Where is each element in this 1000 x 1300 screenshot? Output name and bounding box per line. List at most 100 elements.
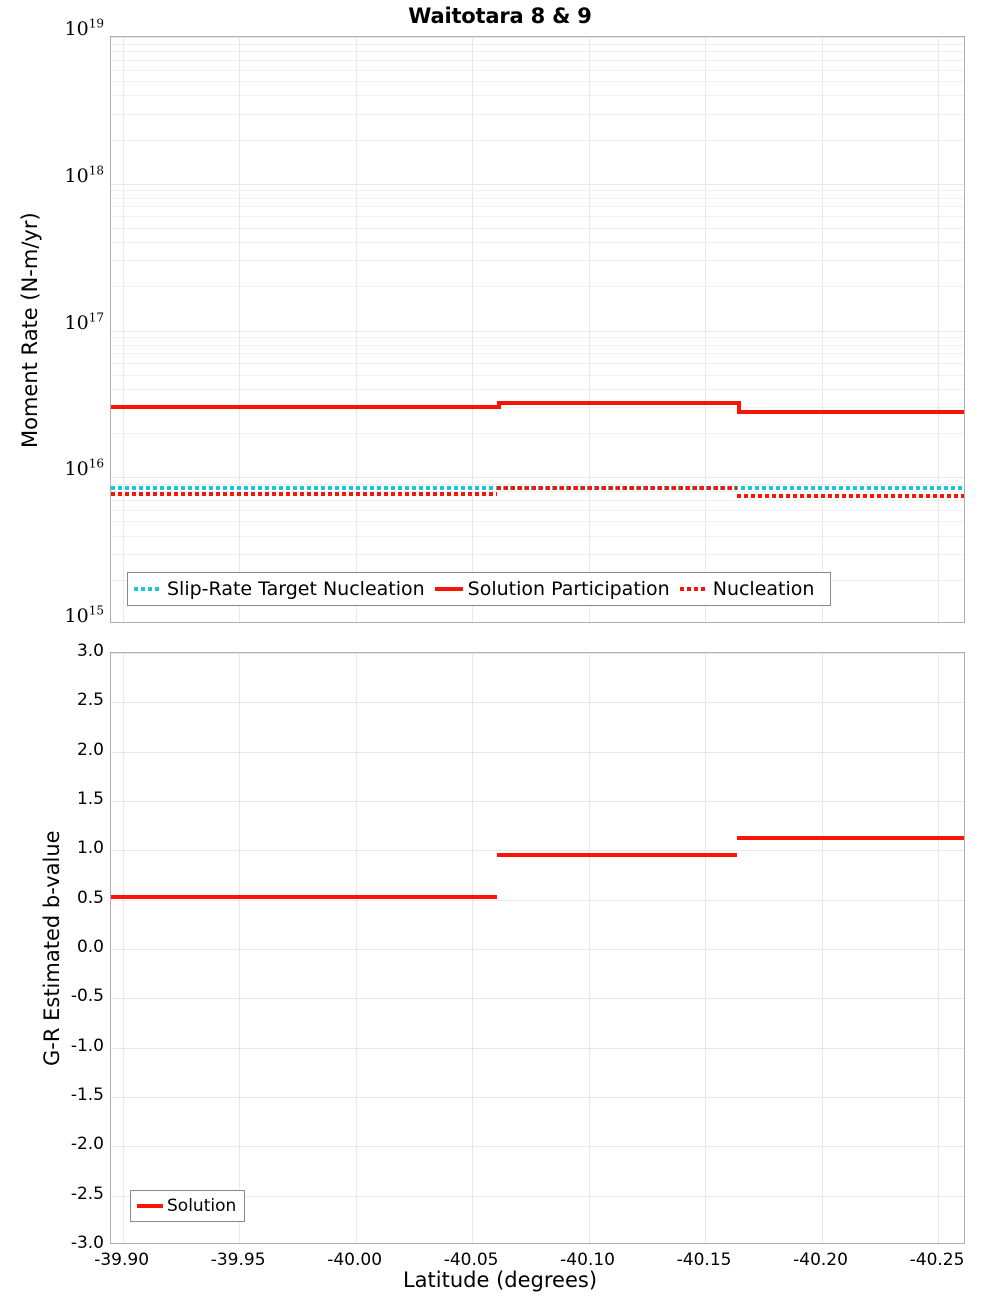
y-tick-mantissa: 10 xyxy=(64,311,89,334)
data-line-solution-segment xyxy=(737,836,964,840)
gridline-minor xyxy=(111,510,964,511)
x-tick-label: -40.20 xyxy=(793,1250,848,1270)
data-line-solution-segment xyxy=(111,895,497,899)
legend-label: Slip-Rate Target Nucleation xyxy=(167,578,425,600)
data-line-solution-participation-segment xyxy=(737,410,964,414)
legend-entry[interactable]: Nucleation xyxy=(679,578,825,600)
gridline-minor xyxy=(111,140,964,141)
gridline-minor xyxy=(111,242,964,243)
gridline-minor xyxy=(111,286,964,287)
gridline-minor xyxy=(111,345,964,346)
y-tick-label-bvalue: 2.0 xyxy=(76,739,104,760)
legend-swatch-solid-red-icon xyxy=(434,587,463,591)
y-tick-exponent: 18 xyxy=(88,163,104,178)
gridline-minor xyxy=(111,51,964,52)
y-tick-label-moment-rate: 1018 xyxy=(64,163,104,187)
gridline-major xyxy=(111,949,964,950)
y-tick-label-bvalue: -1.0 xyxy=(70,1035,104,1056)
gridline-minor xyxy=(111,363,964,364)
y-tick-label-bvalue: 3.0 xyxy=(76,641,104,661)
data-line-solution-participation-segment xyxy=(497,401,737,405)
y-tick-label-bvalue: 1.0 xyxy=(76,838,104,859)
y-tick-exponent: 15 xyxy=(88,603,104,618)
y-tick-exponent: 16 xyxy=(88,456,104,471)
gridline-vertical xyxy=(938,653,940,1243)
gridline-vertical xyxy=(821,37,823,622)
y-tick-label-bvalue: -1.5 xyxy=(70,1085,104,1105)
gridline-vertical xyxy=(472,37,474,622)
gridline-minor xyxy=(111,407,964,408)
gridline-minor xyxy=(111,44,964,45)
gridline-minor xyxy=(111,500,964,501)
bvalue-plot-area xyxy=(110,652,965,1244)
legend-swatch-dotted-cyan-icon xyxy=(134,587,162,591)
gridline-minor xyxy=(111,260,964,261)
x-tick-label: -39.95 xyxy=(210,1250,266,1270)
y-tick-label-moment-rate: 1019 xyxy=(65,18,104,40)
gridline-minor xyxy=(111,536,964,537)
gridline-minor xyxy=(111,554,964,555)
gridline-vertical xyxy=(821,653,823,1243)
gridline-minor xyxy=(111,206,964,207)
bvalue-legend[interactable]: Solution xyxy=(130,1190,246,1222)
gridline-vertical xyxy=(239,37,241,622)
x-tick-label: -39.90 xyxy=(94,1250,150,1270)
gridline-minor xyxy=(111,337,964,338)
gridline-minor xyxy=(111,433,964,434)
y-tick-label-bvalue: 2.5 xyxy=(76,690,104,711)
y-tick-label-bvalue: -2.0 xyxy=(70,1134,104,1155)
y-tick-mantissa: 10 xyxy=(64,164,89,187)
legend-swatch-solid-red-icon xyxy=(137,1204,163,1208)
moment-rate-legend[interactable]: Slip-Rate Target Nucleation Solution Part… xyxy=(127,572,832,606)
gridline-vertical xyxy=(122,653,124,1243)
bvalue-axis-title: G-R Estimated b-value xyxy=(40,830,64,1066)
gridline-minor xyxy=(111,198,964,199)
y-tick-label-bvalue: 0.5 xyxy=(76,887,104,908)
y-tick-label-bvalue: -0.5 xyxy=(70,986,104,1007)
gridline-vertical xyxy=(588,37,590,622)
legend-label: Nucleation xyxy=(712,578,815,600)
gridline-major xyxy=(111,1048,964,1049)
gridline-major xyxy=(111,653,964,654)
legend-label: Solution xyxy=(167,1196,237,1216)
gridline-major xyxy=(111,900,964,901)
gridline-vertical xyxy=(122,37,124,622)
x-tick-label: -40.00 xyxy=(327,1250,383,1270)
x-axis-label: Latitude (degrees) xyxy=(402,1268,598,1292)
gridline-minor xyxy=(111,60,964,61)
gridline-major xyxy=(111,184,964,185)
data-line-solution-participation-segment xyxy=(111,405,497,409)
gridline-minor xyxy=(111,228,964,229)
gridline-vertical xyxy=(588,653,590,1243)
gridline-vertical xyxy=(705,653,707,1243)
x-tick-label: -40.15 xyxy=(676,1250,732,1270)
gridline-minor xyxy=(111,190,964,191)
gridline-minor xyxy=(111,81,964,82)
gridline-minor xyxy=(111,389,964,390)
x-tick-label: -40.25 xyxy=(909,1250,965,1270)
legend-entry[interactable]: Slip-Rate Target Nucleation xyxy=(134,578,435,600)
x-tick-label: -40.05 xyxy=(443,1250,499,1270)
y-tick-label-bvalue: 0.0 xyxy=(76,937,104,957)
legend-entry[interactable]: Solution xyxy=(137,1196,238,1216)
gridline-major xyxy=(111,752,964,753)
gridline-major xyxy=(111,331,964,332)
data-line-nucleation-segment xyxy=(111,492,497,496)
data-line-nucleation-segment xyxy=(497,486,737,490)
legend-entry[interactable]: Solution Participation xyxy=(434,578,680,600)
gridline-minor xyxy=(111,491,964,492)
gridline-major xyxy=(111,1146,964,1147)
gridline-major xyxy=(111,998,964,999)
gridline-minor xyxy=(111,521,964,522)
x-tick-label: -40.10 xyxy=(560,1250,615,1270)
moment-rate-plot-area xyxy=(110,36,965,623)
gridline-major xyxy=(111,1097,964,1098)
y-tick-label-moment-rate: 1017 xyxy=(64,311,104,334)
gridline-vertical xyxy=(355,653,357,1243)
data-line-riser xyxy=(497,401,501,409)
gridline-major xyxy=(111,850,964,851)
page-title: Waitotara 8 & 9 xyxy=(408,4,592,28)
gridline-major xyxy=(111,702,964,703)
gridline-minor xyxy=(111,114,964,115)
